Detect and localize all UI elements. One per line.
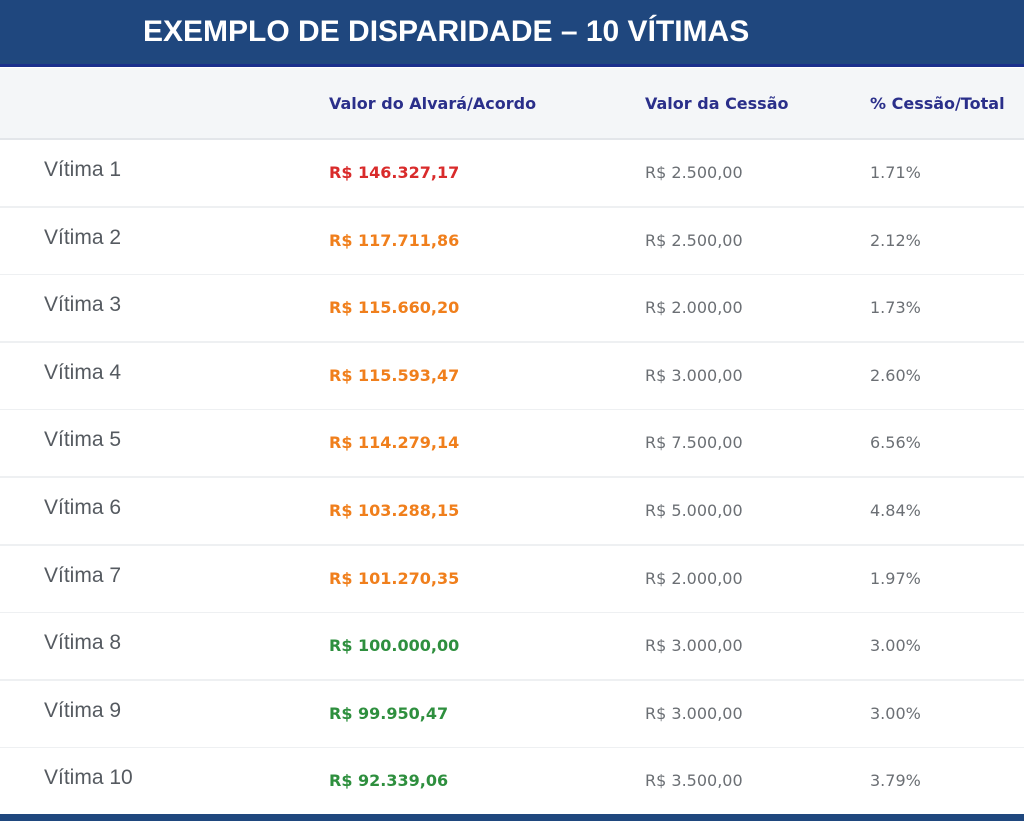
percent-value: 1.73% — [870, 298, 921, 317]
column-header-percent: % Cessão/Total — [870, 94, 1005, 113]
valor-alvara-value: R$ 115.593,47 — [329, 366, 460, 385]
percent-value: 2.12% — [870, 231, 921, 250]
victim-name: Vítima 7 — [44, 564, 122, 587]
table-row: Vítima 3 R$ 115.660,20 R$ 2.000,00 1.73% — [0, 275, 1024, 343]
victim-name: Vítima 9 — [44, 699, 122, 722]
valor-cessao-value: R$ 3.000,00 — [645, 366, 743, 385]
table-header: Valor do Alvará/Acordo Valor da Cessão %… — [0, 68, 1024, 140]
valor-alvara-value: R$ 117.711,86 — [329, 231, 460, 250]
percent-value: 6.56% — [870, 433, 921, 452]
valor-alvara-value: R$ 99.950,47 — [329, 704, 449, 723]
valor-alvara-value: R$ 114.279,14 — [329, 433, 460, 452]
table-row: Vítima 7 R$ 101.270,35 R$ 2.000,00 1.97% — [0, 546, 1024, 614]
valor-cessao-value: R$ 7.500,00 — [645, 433, 743, 452]
percent-value: 2.60% — [870, 366, 921, 385]
victim-name: Vítima 8 — [44, 631, 122, 654]
valor-cessao-value: R$ 3.500,00 — [645, 771, 743, 790]
table-row: Vítima 6 R$ 103.288,15 R$ 5.000,00 4.84% — [0, 478, 1024, 546]
victim-name: Vítima 6 — [44, 496, 122, 519]
title-bar: EXEMPLO DE DISPARIDADE – 10 VÍTIMAS — [0, 0, 1024, 67]
valor-alvara-value: R$ 101.270,35 — [329, 569, 460, 588]
valor-alvara-value: R$ 100.000,00 — [329, 636, 460, 655]
table-row: Vítima 2 R$ 117.711,86 R$ 2.500,00 2.12% — [0, 208, 1024, 276]
victim-name: Vítima 5 — [44, 428, 122, 451]
valor-cessao-value: R$ 2.500,00 — [645, 231, 743, 250]
column-header-valor-cessao: Valor da Cessão — [645, 94, 789, 113]
valor-alvara-value: R$ 115.660,20 — [329, 298, 460, 317]
percent-value: 1.97% — [870, 569, 921, 588]
table-row: Vítima 9 R$ 99.950,47 R$ 3.000,00 3.00% — [0, 681, 1024, 749]
table-row: Vítima 10 R$ 92.339,06 R$ 3.500,00 3.79% — [0, 748, 1024, 816]
percent-value: 4.84% — [870, 501, 921, 520]
percent-value: 3.79% — [870, 771, 921, 790]
bottom-rule — [0, 814, 1024, 821]
valor-alvara-value: R$ 103.288,15 — [329, 501, 460, 520]
valor-cessao-value: R$ 2.000,00 — [645, 569, 743, 588]
column-header-valor-alvara: Valor do Alvará/Acordo — [329, 94, 537, 113]
page-title: EXEMPLO DE DISPARIDADE – 10 VÍTIMAS — [143, 15, 750, 48]
table-row: Vítima 8 R$ 100.000,00 R$ 3.000,00 3.00% — [0, 613, 1024, 681]
valor-cessao-value: R$ 3.000,00 — [645, 636, 743, 655]
valor-cessao-value: R$ 2.500,00 — [645, 163, 743, 182]
percent-value: 3.00% — [870, 704, 921, 723]
percent-value: 3.00% — [870, 636, 921, 655]
valor-cessao-value: R$ 5.000,00 — [645, 501, 743, 520]
valor-alvara-value: R$ 146.327,17 — [329, 163, 460, 182]
valor-cessao-value: R$ 2.000,00 — [645, 298, 743, 317]
victim-name: Vítima 1 — [44, 158, 122, 181]
table-row: Vítima 4 R$ 115.593,47 R$ 3.000,00 2.60% — [0, 343, 1024, 411]
victim-name: Vítima 10 — [44, 766, 133, 789]
valor-alvara-value: R$ 92.339,06 — [329, 771, 449, 790]
victim-name: Vítima 2 — [44, 226, 122, 249]
table-row: Vítima 1 R$ 146.327,17 R$ 2.500,00 1.71% — [0, 140, 1024, 208]
percent-value: 1.71% — [870, 163, 921, 182]
valor-cessao-value: R$ 3.000,00 — [645, 704, 743, 723]
victim-name: Vítima 4 — [44, 361, 122, 384]
table-row: Vítima 5 R$ 114.279,14 R$ 7.500,00 6.56% — [0, 410, 1024, 478]
victim-name: Vítima 3 — [44, 293, 122, 316]
